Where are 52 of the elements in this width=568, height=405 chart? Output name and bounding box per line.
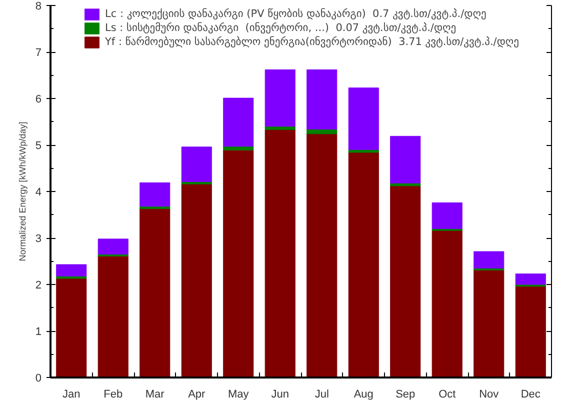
y-tick-label: 3 (35, 233, 42, 245)
legend-label: Ls : სისტემური დანაკარგი (ინვერტორი, ...) 0.07 კვტ.სთ/კვტ.პ./დღე (104, 21, 456, 35)
y-tick-label: 6 (35, 94, 42, 106)
bar (140, 182, 170, 207)
y-tick-label: 8 (35, 0, 42, 12)
x-tick-label: Apr (188, 388, 206, 400)
legend-label: Lc : კოლექციის დანაკარგი (PV წყობის დანაკარგი) 0.7 კვტ.სთ/კვტ.პ./დღე (104, 7, 486, 21)
bar (223, 98, 254, 147)
bar (140, 208, 170, 378)
x-tick-label: Oct (438, 388, 456, 400)
bar (181, 146, 212, 182)
bar (264, 129, 296, 378)
y-tick-label: 1 (35, 326, 42, 338)
bar (432, 230, 462, 378)
bar (223, 150, 254, 378)
x-tick-label: Feb (104, 388, 123, 400)
x-tick-label: Nov (479, 388, 500, 400)
bar (515, 274, 546, 285)
bar (515, 286, 546, 378)
y-tick-label: 4 (35, 186, 42, 198)
bar (223, 146, 254, 150)
x-tick-label: May (228, 388, 250, 400)
bar (181, 184, 212, 378)
bar (348, 152, 379, 378)
bar (306, 69, 338, 130)
y-tick-label: 7 (35, 47, 42, 59)
bar (306, 134, 338, 378)
x-tick-label: Jun (271, 388, 290, 400)
bar (474, 270, 504, 378)
x-tick-label: Sep (396, 388, 416, 400)
bar (432, 202, 462, 229)
bar (348, 88, 379, 150)
y-tick-label: 5 (35, 140, 42, 152)
bar (264, 126, 296, 130)
y-axis-title: Normalized Energy [kWh/kWp/day] (17, 122, 28, 262)
bar (98, 238, 128, 255)
bar (56, 278, 87, 378)
y-tick-label: 2 (35, 280, 42, 292)
x-tick-label: Aug (354, 388, 374, 400)
x-tick-label: Mar (145, 388, 165, 400)
bar (56, 264, 87, 276)
x-tick-label: Jul (314, 388, 329, 400)
legend-label: Yf : წარმოებული სასარგებლო ენერგია(ინვერტორიდან) 3.71 კვტ.სთ/კვტ.პ./დღე (104, 35, 520, 49)
bar (98, 256, 128, 378)
bar (390, 186, 421, 378)
bar (348, 149, 379, 153)
bar (264, 69, 296, 127)
y-tick-label: 0 (35, 372, 42, 384)
x-tick-label: Dec (520, 388, 541, 400)
bar (390, 136, 421, 184)
x-tick-label: Jan (62, 388, 80, 400)
bar (474, 251, 504, 268)
